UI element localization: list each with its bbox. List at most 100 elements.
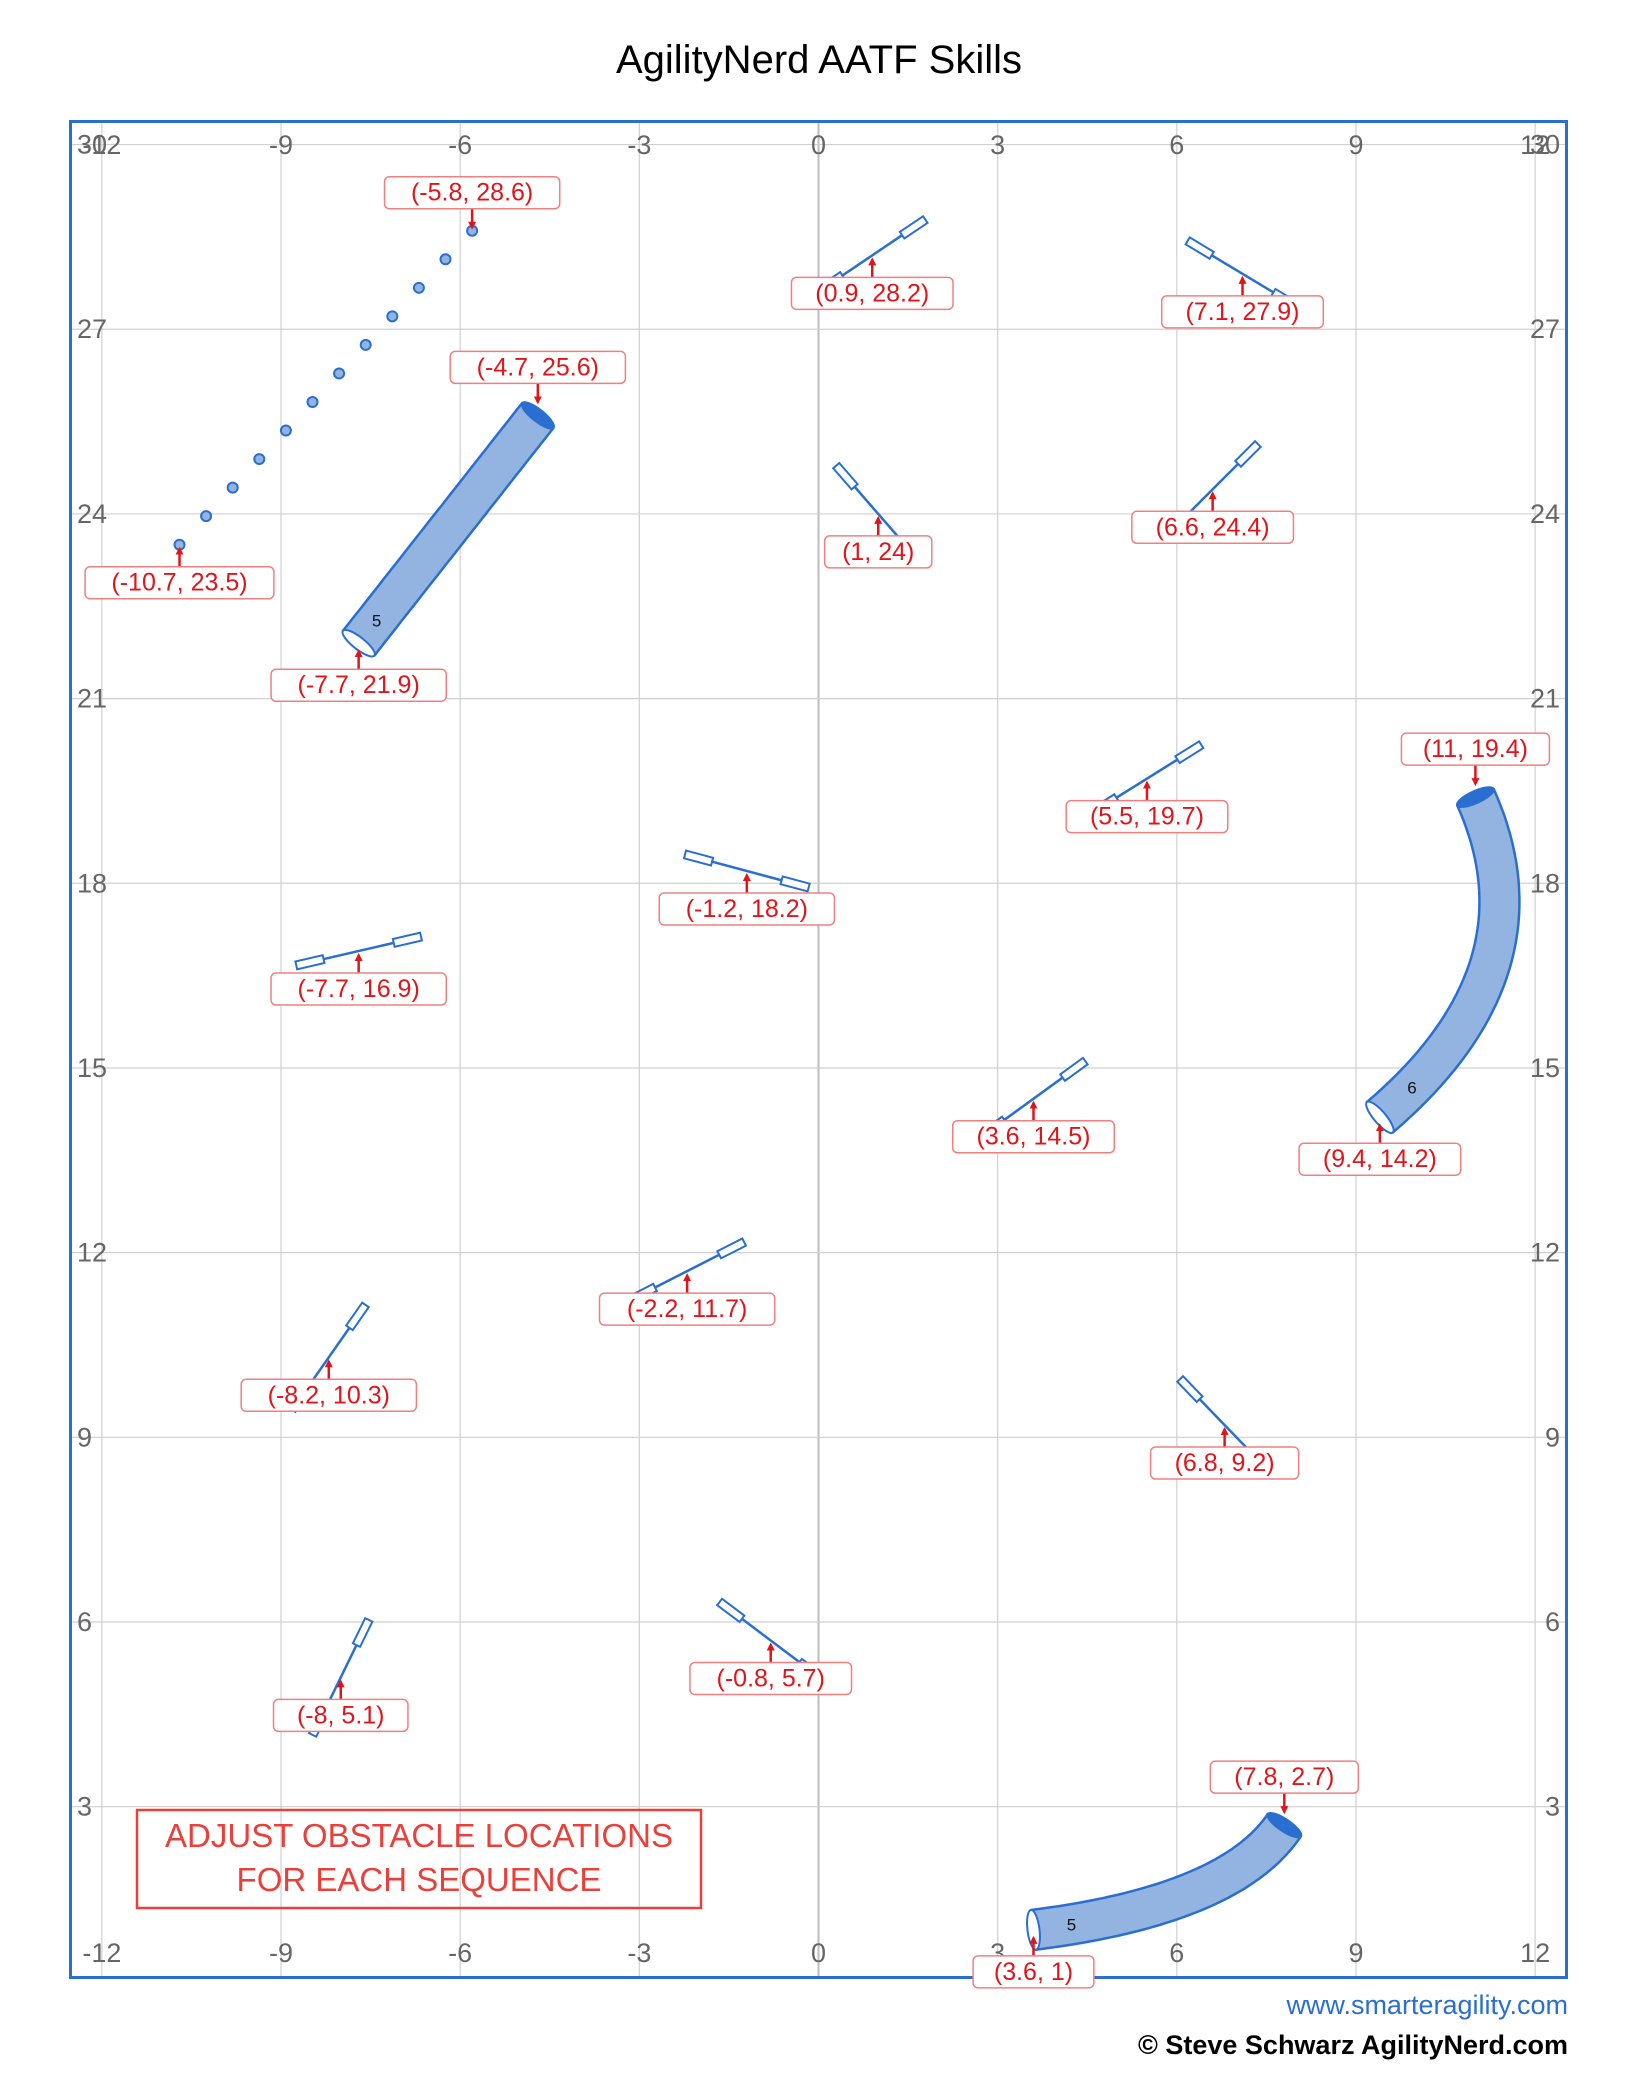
coordinate-label: (0.9, 28.2) — [790, 257, 954, 311]
weave-pole — [333, 367, 346, 380]
label-box — [1400, 732, 1551, 766]
x-tick-label-bottom: -6 — [448, 1938, 472, 1968]
jump-wing-left — [715, 1597, 746, 1624]
y-tick-label-left: 18 — [77, 868, 107, 898]
coordinate-text: (3.6, 14.5) — [977, 1123, 1091, 1151]
y-tick-label-right: 30 — [1530, 130, 1560, 160]
label-box — [1298, 1142, 1462, 1176]
y-tick-label-left: 21 — [77, 684, 107, 714]
jump-wing-right — [351, 1616, 374, 1649]
label-box — [270, 668, 448, 702]
coordinate-label: (-7.7, 21.9) — [270, 649, 448, 702]
copyright-text: © Steve Schwarz AgilityNerd.com — [1137, 2030, 1568, 2060]
tunnel-number: 6 — [1407, 1078, 1416, 1097]
y-tick-label-left: 15 — [77, 1053, 107, 1083]
jump-wing-right — [1058, 1056, 1090, 1083]
coordinate-label: (-4.7, 25.6) — [449, 350, 627, 405]
weave-pole — [200, 510, 213, 523]
x-tick-label-top: 12 — [1520, 130, 1550, 160]
tunnel: 5 — [1026, 1811, 1303, 1951]
coordinate-label: (-8, 5.1) — [272, 1679, 409, 1733]
jump — [682, 849, 811, 893]
grid — [72, 123, 1565, 1976]
coordinate-text: (9.4, 14.2) — [1323, 1145, 1437, 1173]
y-tick-label-right: 9 — [1545, 1422, 1560, 1452]
label-box — [84, 565, 275, 600]
coordinate-text: (11, 19.4) — [1423, 735, 1528, 763]
coordinate-label: (7.1, 27.9) — [1160, 275, 1325, 329]
y-tick-label-right: 3 — [1545, 1792, 1560, 1822]
jump-wing-right — [1173, 739, 1205, 765]
label-box — [1209, 1760, 1360, 1794]
jump-wing-right — [344, 1301, 371, 1332]
adjust-note-line-2: FOR EACH SEQUENCE — [237, 1861, 602, 1898]
x-tick-label-top: 9 — [1348, 130, 1363, 160]
x-tick-label-top: 3 — [990, 130, 1005, 160]
adjust-note-box — [135, 1808, 703, 1910]
coordinate-text: (0.9, 28.2) — [815, 279, 929, 307]
weave-pole — [279, 424, 292, 437]
coordinate-label: (-0.8, 5.7) — [689, 1642, 853, 1696]
label-box — [1065, 799, 1229, 834]
coordinate-label: (5.5, 19.7) — [1065, 780, 1229, 834]
weave-pole — [306, 395, 319, 408]
jump-wing-right — [898, 214, 929, 240]
label-box — [383, 175, 561, 210]
coordinate-text: (-10.7, 23.5) — [111, 569, 247, 597]
label-box — [1149, 1446, 1300, 1480]
y-tick-label-left: 3 — [77, 1792, 92, 1822]
coordinate-label: (-2.2, 11.7) — [598, 1273, 776, 1326]
weave-pole — [253, 453, 266, 466]
coordinate-text: (5.5, 19.7) — [1090, 803, 1204, 831]
coordinate-label: (7.8, 2.7) — [1209, 1760, 1360, 1815]
coordinate-text: (-5.8, 28.6) — [411, 179, 533, 207]
y-tick-label-right: 6 — [1545, 1607, 1560, 1637]
adjust-note-line-1: ADJUST OBSTACLE LOCATIONS — [165, 1817, 673, 1854]
x-tick-label-bottom: 12 — [1520, 1938, 1550, 1968]
jump-wing-right — [1233, 439, 1263, 469]
coordinate-text: (-8, 5.1) — [297, 1701, 385, 1729]
coordinate-text: (-0.8, 5.7) — [717, 1664, 825, 1692]
label-box — [270, 972, 448, 1006]
label-box — [449, 350, 627, 385]
label-box — [951, 1119, 1116, 1154]
x-tick-label-bottom: 0 — [811, 1938, 826, 1968]
y-tick-label-left: 6 — [77, 1607, 92, 1637]
x-tick-label-bottom: 6 — [1169, 1938, 1184, 1968]
jump-wing-left — [1184, 236, 1216, 261]
y-tick-label-right: 15 — [1530, 1053, 1560, 1083]
tunnel-number: 5 — [372, 611, 381, 630]
y-tick-label-right: 24 — [1530, 499, 1560, 529]
coordinate-label: (6.6, 24.4) — [1131, 491, 1295, 545]
jump-wing-right — [391, 931, 424, 949]
x-tick-label-top: -6 — [448, 130, 472, 160]
label-box — [823, 535, 933, 569]
coordinate-label: (-10.7, 23.5) — [84, 546, 275, 600]
y-tick-label-right: 12 — [1530, 1238, 1560, 1268]
weave-pole — [173, 538, 186, 551]
tunnel: 6 — [1365, 786, 1521, 1134]
y-tick-label-left: 9 — [77, 1422, 92, 1452]
coordinate-text: (-4.7, 25.6) — [477, 353, 599, 381]
jump-wing-left — [294, 954, 326, 971]
coordinate-label: (-7.7, 16.9) — [270, 953, 448, 1006]
website-link[interactable]: www.smarteragility.com — [1286, 1990, 1568, 2020]
coordinate-text: (-7.7, 21.9) — [298, 671, 420, 699]
x-tick-label-bottom: 9 — [1348, 1938, 1363, 1968]
coordinate-label: (-1.2, 18.2) — [658, 872, 836, 926]
label-box — [972, 1955, 1095, 1989]
tunnel-opening — [1266, 1811, 1303, 1839]
x-tick-label-bottom: -9 — [269, 1938, 293, 1968]
coordinate-text: (7.1, 27.9) — [1186, 298, 1300, 326]
y-tick-label-left: 27 — [77, 314, 107, 344]
coordinate-label: (3.6, 14.5) — [951, 1100, 1116, 1154]
course-map-frame — [69, 120, 1568, 1979]
coordinate-label: (-5.8, 28.6) — [383, 175, 561, 230]
coordinate-text: (-1.2, 18.2) — [686, 895, 808, 923]
label-box — [272, 1698, 409, 1733]
coordinate-text: (-2.2, 11.7) — [627, 1295, 747, 1323]
label-box — [598, 1292, 776, 1326]
y-tick-label-right: 21 — [1530, 684, 1560, 714]
